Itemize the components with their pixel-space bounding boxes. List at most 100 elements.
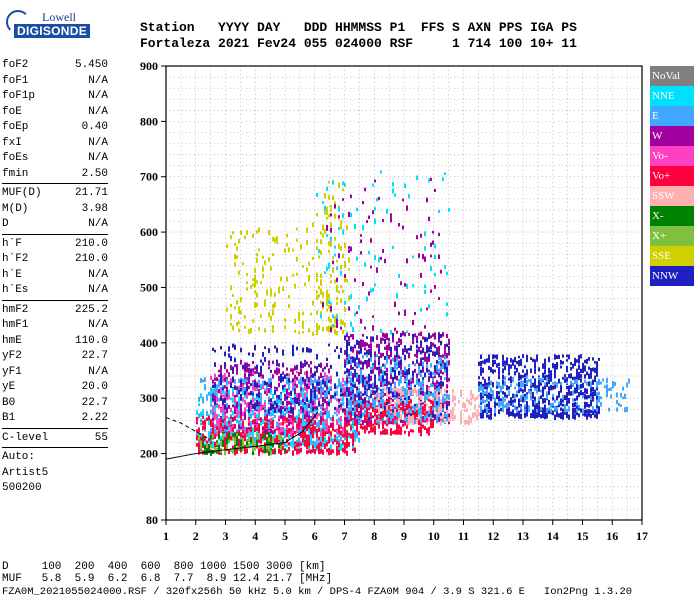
echo-point-w (442, 403, 444, 409)
echo-point-sse (256, 257, 258, 263)
echo-point-sse (256, 230, 258, 234)
echo-point-vo- (354, 404, 356, 408)
echo-point-vo- (242, 397, 244, 401)
echo-point-e (312, 386, 314, 391)
echo-point-w (422, 367, 424, 373)
echo-point-vo- (388, 398, 390, 402)
echo-point-sse (344, 307, 346, 312)
echo-point-e (564, 408, 566, 413)
echo-point-nnw (542, 409, 544, 413)
echo-point-w (266, 428, 268, 433)
echo-point-vo- (218, 418, 220, 423)
echo-point-nne (308, 429, 310, 434)
echo-point-w (352, 334, 354, 340)
echo-point-vo- (292, 415, 294, 421)
echo-point-sse (254, 267, 256, 273)
echo-point-vo- (300, 419, 302, 424)
echo-point-w (398, 360, 400, 365)
echo-point-vo- (210, 441, 212, 446)
echo-point-vo- (296, 393, 298, 398)
echo-point-e (420, 404, 422, 409)
echo-point-w (416, 353, 418, 357)
echo-point-e (414, 406, 416, 410)
echo-point-nnw (568, 397, 570, 402)
echo-point-ssw (394, 402, 396, 408)
echo-point-ssw (476, 396, 478, 400)
echo-point-nnw (438, 334, 440, 340)
echo-point-ssw (434, 406, 436, 412)
echo-point-vo- (220, 407, 222, 413)
echo-point-vo- (418, 428, 420, 433)
echo-point-ssw (442, 414, 444, 420)
y-tick-label: 600 (140, 225, 158, 239)
echo-point-nne (364, 262, 366, 267)
echo-point-w (434, 335, 436, 340)
echo-point-sse (238, 310, 240, 315)
echo-point-e (270, 412, 272, 417)
echo-point-nnw (448, 345, 450, 351)
echo-point-nnw (508, 407, 510, 413)
echo-point-nne (338, 405, 340, 411)
echo-point-e (332, 438, 334, 444)
echo-point-ssw (412, 407, 414, 412)
echo-point-ssw (452, 416, 454, 421)
echo-point-e (600, 381, 602, 385)
echo-point-w (262, 428, 264, 431)
echo-point-nnw (584, 388, 586, 394)
echo-point-nnw (580, 384, 582, 389)
echo-point-vo- (338, 450, 340, 455)
echo-point-nnw (548, 386, 550, 391)
echo-point-w (246, 382, 248, 388)
echo-point-nne (304, 404, 306, 410)
echo-point-sse (320, 282, 322, 286)
echo-point-ssw (416, 389, 418, 396)
echo-point-nnw (246, 386, 248, 392)
echo-point-nnw (282, 362, 284, 367)
echo-point-e (346, 412, 348, 418)
echo-point-vo- (392, 417, 394, 421)
echo-point-vo- (226, 397, 228, 401)
echo-point-w (374, 360, 376, 364)
echo-point-w (370, 375, 372, 381)
echo-point-sse (318, 325, 320, 331)
echo-point-nne (232, 387, 234, 393)
echo-point-vo- (288, 442, 290, 446)
echo-point-w (400, 364, 402, 369)
echo-point-w (328, 368, 330, 374)
echo-point-nnw (530, 388, 532, 393)
echo-point-w (224, 366, 226, 370)
echo-point-e (538, 376, 540, 381)
echo-point-nnw (556, 363, 558, 367)
echo-point-sse (226, 307, 228, 312)
param-row: h`Es N/A (2, 283, 108, 299)
echo-point-ssw (454, 402, 456, 407)
echo-point-e (390, 366, 392, 372)
echo-point-nnw (518, 400, 520, 404)
echo-point-e (288, 380, 290, 387)
echo-point-nnw (370, 351, 372, 357)
echo-point-w (294, 365, 296, 371)
echo-point-nnw (422, 348, 424, 353)
echo-point-w (348, 417, 350, 423)
echo-point-nnw (498, 391, 500, 395)
echo-point-e (514, 405, 516, 410)
echo-point-sse (338, 290, 340, 294)
echo-point-vo- (374, 411, 376, 417)
echo-point-sse (302, 265, 304, 268)
echo-point-nnw (424, 337, 426, 343)
echo-point-w (360, 361, 362, 365)
echo-point-sse (346, 278, 348, 283)
echo-point-e (242, 378, 244, 383)
echo-point-vo- (330, 381, 332, 385)
echo-point-nnw (430, 372, 432, 378)
echo-point-nnw (584, 365, 586, 371)
echo-point-w (220, 365, 222, 370)
echo-point-e (200, 378, 202, 383)
echo-point-e (430, 383, 432, 387)
echo-point-sse (332, 195, 334, 201)
echo-point-sse (320, 279, 322, 285)
echo-point-e (284, 433, 286, 439)
echo-point-nnw (368, 378, 370, 383)
echo-point-nnw (486, 382, 488, 386)
echo-point-nnw (354, 371, 356, 375)
